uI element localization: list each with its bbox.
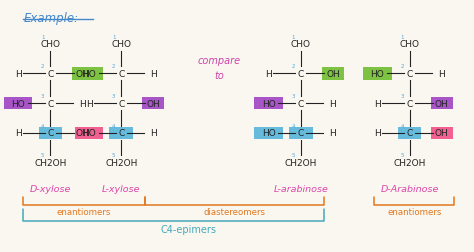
Text: 1: 1 [400, 35, 404, 40]
Text: D-Arabinose: D-Arabinose [380, 185, 439, 194]
Text: CHO: CHO [111, 40, 131, 49]
Text: HO: HO [371, 70, 384, 79]
Text: H: H [79, 99, 86, 108]
Text: 4: 4 [400, 123, 404, 128]
Text: CH2OH: CH2OH [393, 158, 426, 167]
Text: HO: HO [82, 70, 96, 79]
Text: 1: 1 [292, 35, 295, 40]
Text: 3: 3 [41, 94, 45, 99]
Text: 2: 2 [292, 64, 295, 69]
FancyBboxPatch shape [72, 68, 93, 80]
FancyBboxPatch shape [255, 98, 283, 110]
Text: H: H [438, 70, 445, 79]
Text: H: H [329, 129, 337, 138]
Text: OH: OH [435, 129, 448, 138]
Text: HO: HO [82, 129, 96, 138]
Text: 4: 4 [292, 123, 295, 128]
Text: C: C [298, 129, 304, 138]
FancyBboxPatch shape [38, 127, 62, 140]
FancyBboxPatch shape [4, 98, 32, 110]
Text: OH: OH [146, 99, 160, 108]
Text: H: H [374, 99, 381, 108]
Text: H: H [265, 70, 272, 79]
Text: 1: 1 [112, 35, 115, 40]
Text: enantiomers: enantiomers [57, 207, 111, 216]
Text: 5: 5 [112, 153, 115, 158]
Text: 3: 3 [400, 94, 404, 99]
Text: CHO: CHO [40, 40, 60, 49]
Text: C: C [406, 99, 413, 108]
Text: 3: 3 [112, 94, 115, 99]
Text: 2: 2 [41, 64, 45, 69]
Text: C: C [298, 99, 304, 108]
Text: 2: 2 [400, 64, 404, 69]
FancyBboxPatch shape [255, 127, 283, 140]
Text: CH2OH: CH2OH [105, 158, 137, 167]
Text: CH2OH: CH2OH [34, 158, 66, 167]
FancyBboxPatch shape [289, 127, 313, 140]
Text: C: C [47, 99, 54, 108]
Text: H: H [329, 99, 337, 108]
Text: D-xylose: D-xylose [30, 185, 71, 194]
Text: C: C [118, 99, 124, 108]
FancyBboxPatch shape [363, 68, 392, 80]
Text: 5: 5 [400, 153, 404, 158]
Text: 1: 1 [41, 35, 45, 40]
Text: C: C [118, 70, 124, 79]
FancyBboxPatch shape [109, 127, 133, 140]
Text: L-xylose: L-xylose [102, 185, 140, 194]
Text: H: H [86, 99, 92, 108]
Text: OH: OH [75, 70, 89, 79]
Text: HO: HO [262, 129, 275, 138]
FancyBboxPatch shape [322, 68, 344, 80]
Text: C: C [47, 70, 54, 79]
Text: C: C [118, 129, 124, 138]
Text: C: C [298, 70, 304, 79]
Text: HO: HO [262, 99, 275, 108]
Text: diastereomers: diastereomers [204, 207, 265, 216]
Text: 3: 3 [292, 94, 295, 99]
Text: H: H [15, 129, 21, 138]
Text: H: H [374, 129, 381, 138]
Text: 2: 2 [112, 64, 115, 69]
Text: CHO: CHO [291, 40, 311, 49]
Text: C: C [47, 129, 54, 138]
FancyBboxPatch shape [431, 127, 453, 140]
Text: HO: HO [11, 99, 25, 108]
FancyBboxPatch shape [431, 98, 453, 110]
Text: H: H [15, 70, 21, 79]
Text: compare
to: compare to [198, 56, 241, 81]
Text: L-arabinose: L-arabinose [273, 185, 328, 194]
Text: OH: OH [435, 99, 448, 108]
Text: 4: 4 [41, 123, 45, 128]
FancyBboxPatch shape [75, 68, 103, 80]
Text: 5: 5 [292, 153, 295, 158]
Text: H: H [150, 129, 157, 138]
Text: 5: 5 [41, 153, 45, 158]
Text: Example:: Example: [23, 12, 79, 25]
Text: C: C [406, 129, 413, 138]
Text: CH2OH: CH2OH [284, 158, 317, 167]
Text: enantiomers: enantiomers [387, 207, 441, 216]
Text: C: C [406, 70, 413, 79]
Text: OH: OH [75, 129, 89, 138]
Text: C4-epimers: C4-epimers [160, 224, 216, 234]
FancyBboxPatch shape [75, 127, 103, 140]
FancyBboxPatch shape [143, 98, 164, 110]
Text: CHO: CHO [400, 40, 419, 49]
Text: OH: OH [326, 70, 340, 79]
Text: H: H [150, 70, 157, 79]
Text: 4: 4 [112, 123, 115, 128]
FancyBboxPatch shape [398, 127, 421, 140]
